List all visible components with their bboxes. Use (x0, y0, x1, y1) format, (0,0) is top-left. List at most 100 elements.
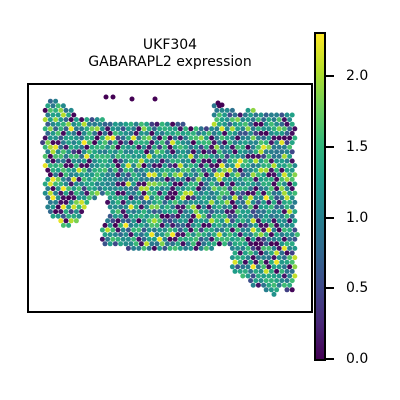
spot (190, 140, 196, 146)
spot (177, 163, 183, 169)
spot (149, 140, 155, 146)
colorbar-tick-mark (326, 216, 334, 219)
spot (63, 126, 69, 132)
spot (292, 255, 298, 261)
spot (115, 153, 121, 159)
spot (146, 190, 152, 196)
spot (107, 241, 113, 247)
spot (224, 227, 230, 233)
spot (141, 199, 147, 205)
spot (183, 172, 189, 178)
spot (198, 135, 204, 141)
spot (45, 121, 51, 127)
spot (258, 278, 264, 284)
spot (172, 181, 178, 187)
spot (136, 144, 142, 150)
spot (159, 213, 165, 219)
spot (190, 176, 196, 182)
spot (120, 135, 126, 141)
spot (105, 126, 111, 132)
spot (242, 158, 248, 164)
spot (240, 117, 246, 123)
spot (219, 172, 225, 178)
spot (55, 130, 61, 136)
spot (133, 149, 139, 155)
spot (188, 245, 194, 251)
spot (55, 213, 61, 219)
spot (229, 209, 235, 215)
spot (227, 204, 233, 210)
spot (279, 259, 285, 265)
spot (141, 135, 147, 141)
spot (261, 190, 267, 196)
spot (271, 199, 277, 205)
spot (266, 264, 272, 270)
spot (289, 287, 295, 293)
spot (185, 186, 191, 192)
spot (81, 121, 87, 127)
spot (222, 232, 228, 238)
spot (271, 236, 277, 242)
spot (180, 130, 186, 136)
spot (79, 135, 85, 141)
spot (107, 121, 113, 127)
spot (211, 158, 217, 164)
spot (50, 103, 56, 109)
spot (167, 163, 173, 169)
spot (164, 232, 170, 238)
spot (242, 250, 248, 256)
spot (229, 264, 235, 270)
spot (120, 209, 126, 215)
spot (146, 144, 152, 150)
spot (188, 172, 194, 178)
spot (133, 130, 139, 136)
spot (58, 190, 64, 196)
spot (198, 209, 204, 215)
spot (250, 117, 256, 123)
spot (232, 158, 238, 164)
spot (266, 181, 272, 187)
spot (198, 227, 204, 233)
spot (99, 144, 105, 150)
spot (66, 176, 72, 182)
spot (102, 222, 108, 228)
spot (188, 126, 194, 132)
spot (157, 236, 163, 242)
spot (92, 149, 98, 155)
spot (55, 158, 61, 164)
spot (66, 158, 72, 164)
spot (58, 199, 64, 205)
spot (40, 140, 46, 146)
spot (76, 195, 82, 201)
spot (193, 227, 199, 233)
spot (292, 172, 298, 178)
spot (118, 140, 124, 146)
spot (110, 181, 116, 187)
spot (159, 176, 165, 182)
spot (274, 287, 280, 293)
spot (144, 204, 150, 210)
spot (167, 172, 173, 178)
spot (159, 186, 165, 192)
spot (232, 250, 238, 256)
spot (97, 149, 103, 155)
colorbar-tick-mark (326, 287, 334, 290)
spot (229, 153, 235, 159)
spot (211, 222, 217, 228)
spot (76, 167, 82, 173)
spot (227, 222, 233, 228)
spot (216, 167, 222, 173)
spot (227, 112, 233, 118)
spot (232, 268, 238, 274)
spot (240, 255, 246, 261)
spot (274, 213, 280, 219)
plot-frame (27, 83, 313, 313)
spot (97, 176, 103, 182)
spot (227, 121, 233, 127)
spot (154, 195, 160, 201)
spot (164, 167, 170, 173)
spot (287, 181, 293, 187)
spot (287, 227, 293, 233)
spot (289, 222, 295, 228)
spot (115, 236, 121, 242)
